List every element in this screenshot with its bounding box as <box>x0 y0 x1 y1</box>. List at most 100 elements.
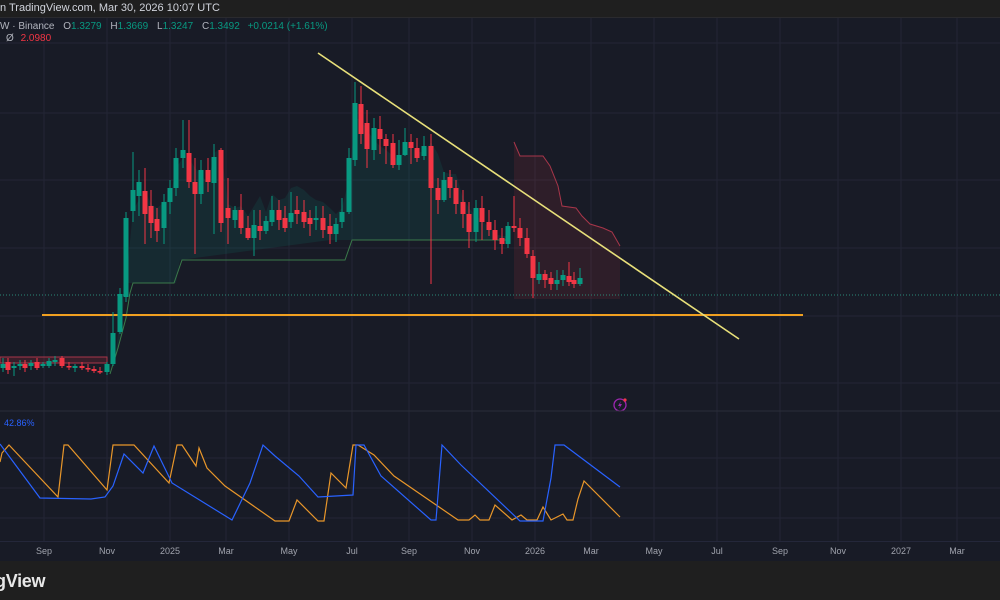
candle[interactable] <box>282 206 288 232</box>
candle[interactable] <box>34 358 40 370</box>
candle[interactable] <box>421 136 427 160</box>
candle[interactable] <box>198 160 204 204</box>
candle[interactable] <box>180 120 186 168</box>
candle[interactable] <box>320 206 326 238</box>
candle[interactable] <box>186 120 192 188</box>
candle[interactable] <box>364 110 370 168</box>
candle[interactable] <box>161 194 167 244</box>
candle[interactable] <box>263 216 269 234</box>
candle[interactable] <box>352 82 358 166</box>
candle[interactable] <box>577 268 583 286</box>
candle[interactable] <box>79 362 85 370</box>
candle[interactable] <box>173 148 179 196</box>
candle[interactable] <box>205 158 211 192</box>
candle[interactable] <box>307 210 313 236</box>
candle[interactable] <box>486 210 492 236</box>
candle[interactable] <box>530 250 536 298</box>
candle[interactable] <box>192 158 198 254</box>
candle[interactable] <box>473 200 479 242</box>
candle[interactable] <box>511 196 517 232</box>
candle[interactable] <box>371 118 377 160</box>
candle[interactable] <box>72 364 78 372</box>
candle[interactable] <box>123 212 129 302</box>
candle[interactable] <box>524 228 530 258</box>
candle[interactable] <box>52 356 58 366</box>
candle[interactable] <box>0 358 6 372</box>
candle[interactable] <box>245 216 251 240</box>
candle[interactable] <box>460 190 466 228</box>
candle[interactable] <box>542 270 548 288</box>
candle[interactable] <box>396 140 402 170</box>
candle[interactable] <box>327 214 333 244</box>
candle[interactable] <box>346 148 352 214</box>
candle[interactable] <box>447 170 453 198</box>
candle[interactable] <box>130 152 136 222</box>
candle[interactable] <box>104 362 110 375</box>
candle[interactable] <box>91 366 97 373</box>
candle[interactable] <box>59 356 65 368</box>
candle[interactable] <box>117 288 123 334</box>
candle[interactable] <box>218 148 224 232</box>
ohlc-row: W · Binance O1.3279 H1.3669 L1.3247 C1.3… <box>0 21 328 32</box>
candle[interactable] <box>85 364 91 372</box>
candle[interactable] <box>414 138 420 162</box>
candle[interactable] <box>46 358 52 368</box>
candle[interactable] <box>571 272 577 288</box>
candle[interactable] <box>257 210 263 240</box>
candle[interactable] <box>333 218 339 242</box>
candle[interactable] <box>466 202 472 248</box>
candle[interactable] <box>294 196 300 224</box>
candle[interactable] <box>154 208 160 242</box>
candle[interactable] <box>358 86 364 144</box>
candle[interactable] <box>17 360 23 370</box>
candle[interactable] <box>232 206 238 228</box>
candle[interactable] <box>428 134 434 284</box>
candle[interactable] <box>22 360 28 372</box>
candle[interactable] <box>499 228 505 254</box>
candle[interactable] <box>492 220 498 250</box>
candle[interactable] <box>517 218 523 246</box>
candle[interactable] <box>536 262 542 284</box>
candle[interactable] <box>288 192 294 228</box>
candle[interactable] <box>453 180 459 214</box>
candle[interactable] <box>251 210 257 256</box>
candle[interactable] <box>136 170 142 216</box>
lightning-event-icon[interactable] <box>613 398 627 412</box>
candle[interactable] <box>554 270 560 290</box>
descending-trendline[interactable] <box>317 52 740 340</box>
price-chart[interactable] <box>0 18 1000 541</box>
time-axis[interactable]: Sep Nov 2025 Mar May Jul Sep Nov 2026 Mar May Jul Se… <box>0 541 1000 561</box>
candle[interactable] <box>269 196 275 226</box>
candle[interactable] <box>548 272 554 290</box>
candle[interactable] <box>301 200 307 228</box>
candle[interactable] <box>110 312 116 366</box>
candle[interactable] <box>566 262 572 286</box>
candle[interactable] <box>225 178 231 244</box>
candle[interactable] <box>560 270 566 286</box>
candle[interactable] <box>441 172 447 202</box>
candle[interactable] <box>211 144 217 234</box>
candle[interactable] <box>402 128 408 156</box>
candle[interactable] <box>479 196 485 240</box>
candle[interactable] <box>435 178 441 214</box>
candle[interactable] <box>11 362 17 376</box>
candle[interactable] <box>167 180 173 214</box>
chart-pane[interactable]: W · Binance O1.3279 H1.3669 L1.3247 C1.3… <box>0 18 1000 541</box>
candle[interactable] <box>40 362 46 368</box>
candle[interactable] <box>408 134 414 164</box>
candle[interactable] <box>97 367 103 374</box>
candle[interactable] <box>66 362 72 370</box>
candle[interactable] <box>276 200 282 230</box>
candle[interactable] <box>28 360 34 370</box>
candle[interactable] <box>142 168 148 244</box>
candle[interactable] <box>390 134 396 168</box>
candle[interactable] <box>383 134 389 164</box>
candle[interactable] <box>148 190 154 238</box>
candle[interactable] <box>505 222 511 248</box>
candle[interactable] <box>339 198 345 228</box>
candle[interactable] <box>377 116 383 154</box>
candle[interactable] <box>238 194 244 234</box>
symbol-label[interactable]: W · Binance <box>0 21 55 32</box>
candle[interactable] <box>5 358 11 374</box>
candle[interactable] <box>313 206 319 230</box>
